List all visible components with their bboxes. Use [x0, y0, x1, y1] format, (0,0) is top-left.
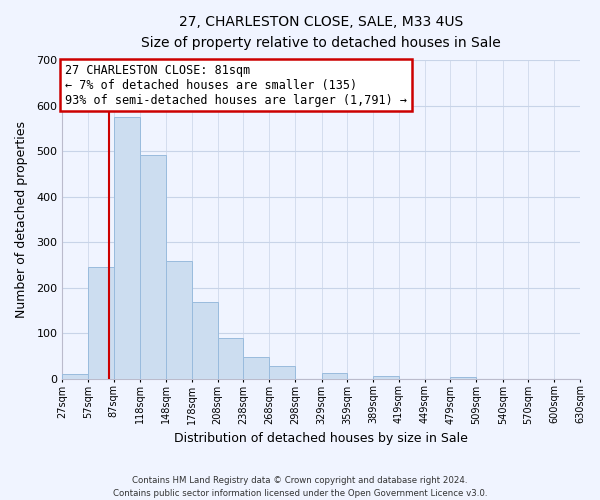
Bar — [218, 338, 244, 378]
Bar — [114, 118, 140, 378]
Bar — [88, 268, 114, 378]
Bar — [269, 366, 295, 378]
Y-axis label: Number of detached properties: Number of detached properties — [15, 121, 28, 318]
Bar — [140, 154, 166, 378]
Bar — [166, 262, 192, 378]
Bar — [373, 376, 399, 378]
Text: Contains HM Land Registry data © Crown copyright and database right 2024.
Contai: Contains HM Land Registry data © Crown c… — [113, 476, 487, 498]
Bar — [244, 358, 269, 378]
Title: 27, CHARLESTON CLOSE, SALE, M33 4US
Size of property relative to detached houses: 27, CHARLESTON CLOSE, SALE, M33 4US Size… — [141, 15, 501, 50]
Text: 27 CHARLESTON CLOSE: 81sqm
← 7% of detached houses are smaller (135)
93% of semi: 27 CHARLESTON CLOSE: 81sqm ← 7% of detac… — [65, 64, 407, 106]
Bar — [192, 302, 218, 378]
Bar — [62, 374, 88, 378]
X-axis label: Distribution of detached houses by size in Sale: Distribution of detached houses by size … — [174, 432, 468, 445]
Bar — [322, 373, 347, 378]
